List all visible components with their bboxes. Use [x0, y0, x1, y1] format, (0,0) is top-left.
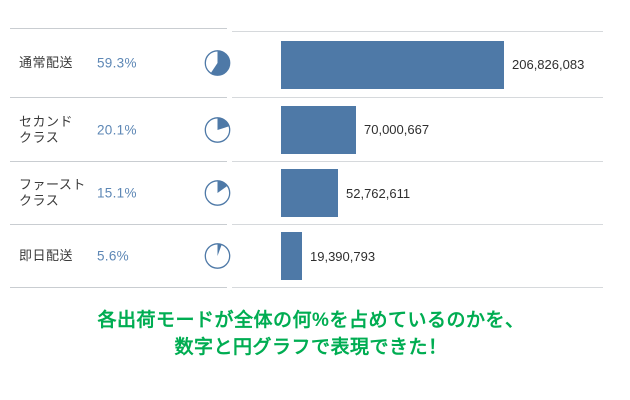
- bar-mark[interactable]: [281, 232, 302, 280]
- pie-chart[interactable]: [204, 116, 231, 143]
- bar-value-label: 52,762,611: [346, 185, 411, 201]
- pie-chart[interactable]: [204, 243, 231, 270]
- percent-value: 20.1%: [97, 122, 137, 137]
- table-row: 70,000,667: [232, 98, 603, 162]
- caption: 各出荷モードが全体の何%を占めているのかを、 数字と円グラフで表現できた！: [0, 307, 622, 361]
- bar-value-label: 206,826,083: [512, 57, 585, 72]
- percent-value: 59.3%: [97, 55, 137, 71]
- pie-chart[interactable]: [204, 50, 231, 77]
- table-row: 52,762,611: [232, 162, 603, 225]
- category-label: 即日配送: [19, 248, 74, 263]
- table-row: 即日配送 5.6%: [10, 225, 231, 288]
- table-row: 通常配送 59.3%: [10, 29, 231, 98]
- bar-value-label: 19,390,793: [310, 248, 376, 264]
- category-label: セカンド クラス: [19, 113, 74, 145]
- table-row: 19,390,793: [232, 225, 603, 288]
- bar-pane: 206,826,083 70,000,667 52,762,611 19,390…: [232, 31, 603, 288]
- bar-mark[interactable]: [281, 40, 504, 89]
- table-row: セカンド クラス 20.1%: [10, 98, 231, 162]
- bar-mark[interactable]: [281, 169, 338, 217]
- pie-chart[interactable]: [204, 180, 231, 207]
- table-row: ファースト クラス 15.1%: [10, 162, 231, 225]
- percent-value: 5.6%: [97, 248, 129, 264]
- bar-mark[interactable]: [281, 105, 356, 154]
- bar-value-label: 70,000,667: [364, 122, 430, 137]
- caption-line-2: 数字と円グラフで表現できた！: [174, 337, 448, 358]
- category-label: 通常配送: [19, 55, 74, 70]
- percent-value: 15.1%: [97, 185, 137, 201]
- table-row: 206,826,083: [232, 32, 603, 98]
- caption-line-1: 各出荷モードが全体の何%を占めているのかを、: [97, 310, 525, 331]
- category-label: ファースト クラス: [19, 177, 86, 208]
- category-pane: 通常配送 59.3% セカンド クラス 20.1% ファースト クラス 15.1…: [10, 28, 231, 288]
